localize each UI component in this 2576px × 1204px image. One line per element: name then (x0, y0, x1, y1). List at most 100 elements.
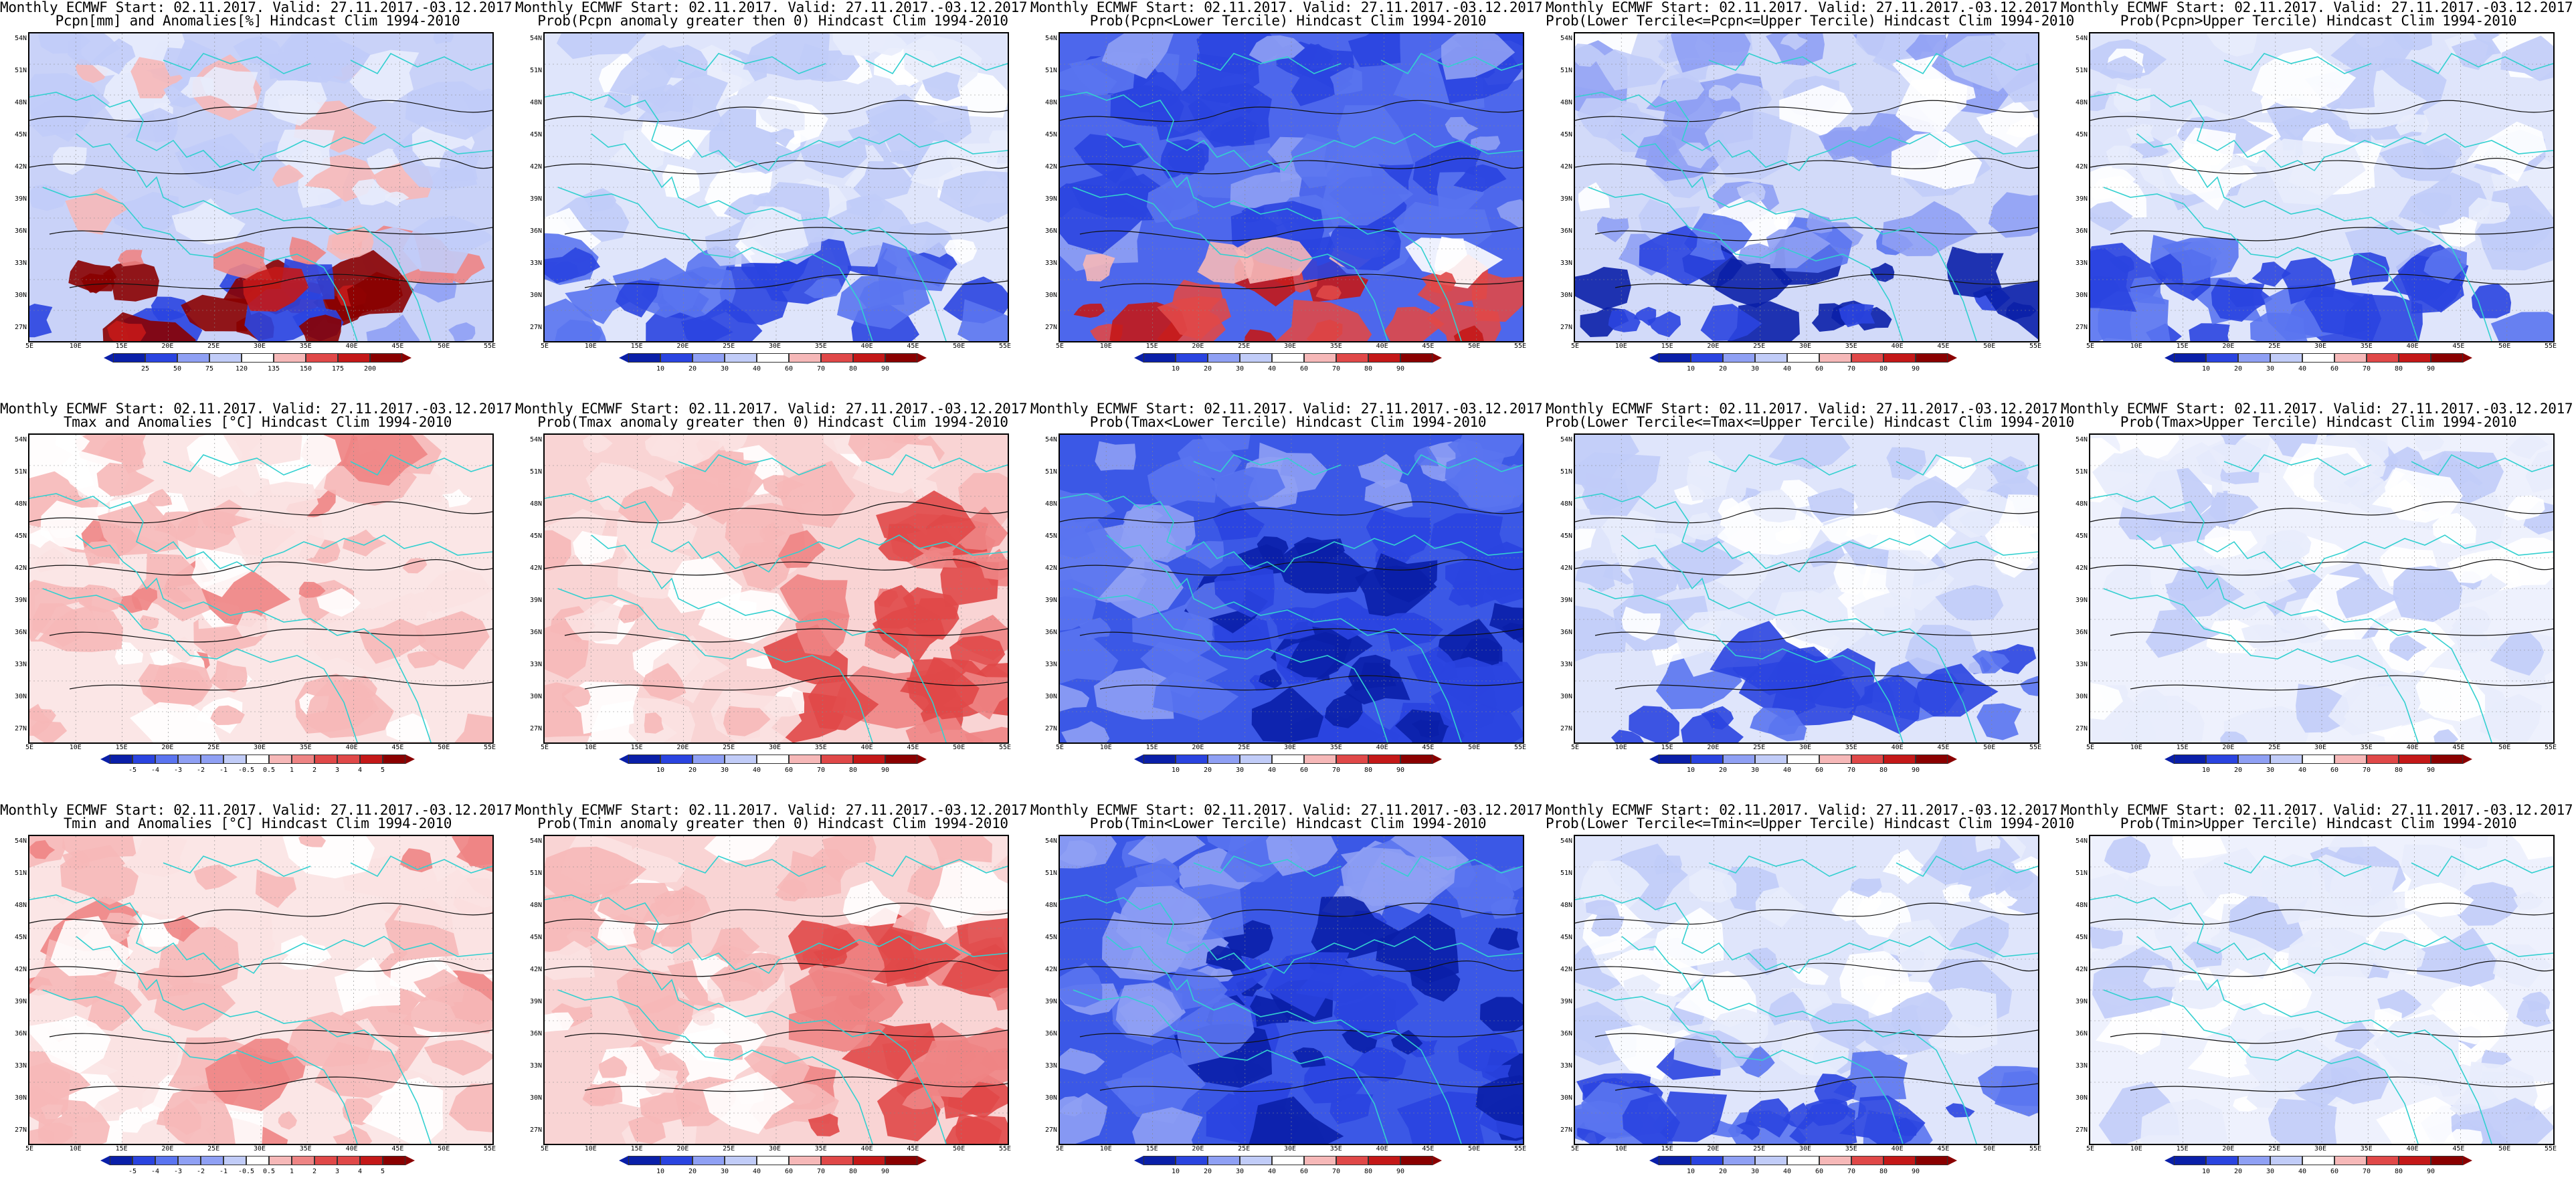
contour-lines (545, 501, 1008, 691)
shaded-region (333, 1126, 373, 1144)
panel-title-line2: Prob(Lower Tercile<=Pcpn<=Upper Tercile)… (1546, 13, 2074, 29)
colorbar-label: 70 (1847, 365, 1856, 373)
lon-tick-label: 10E (1099, 744, 1112, 751)
colorbar-min-arrow (1134, 1156, 1143, 1165)
shaded-region (1293, 536, 1345, 565)
contour-lines (1060, 902, 1523, 1092)
colorbar-label: 10 (1171, 767, 1180, 774)
shaded-region (832, 33, 887, 56)
lat-tick-label: 42N (1044, 565, 1057, 572)
colorbar-segment (1819, 353, 1851, 363)
shaded-region (768, 128, 795, 148)
shaded-region (1975, 836, 2001, 853)
colorbar-segment (1851, 1156, 1883, 1165)
lon-tick-label: 20E (676, 744, 689, 751)
lat-tick-label: 48N (1044, 902, 1057, 909)
shaded-region (2140, 1098, 2229, 1144)
lon-tick-label: 40E (2406, 1145, 2419, 1152)
lon-tick-label: 30E (2314, 1145, 2327, 1152)
colorbar-segment (2174, 353, 2206, 363)
shaded-region (974, 548, 1008, 581)
lon-tick-label: 5E (1055, 1145, 1065, 1152)
colorbar-label: 60 (1815, 767, 1824, 774)
lon-tick-label: 25E (723, 744, 735, 751)
shaded-region (905, 711, 984, 742)
shaded-region (2343, 294, 2423, 341)
shaded-region (400, 981, 492, 1033)
shaded-region (377, 894, 402, 914)
colorbar-segment (693, 1156, 725, 1165)
shaded-region (1658, 72, 1705, 102)
lat-tick-label: 54N (14, 436, 27, 443)
shaded-region (848, 435, 920, 462)
colorbar-min-arrow (2165, 755, 2174, 764)
colorbar-segment (1176, 755, 1208, 764)
shaded-region (1414, 445, 1439, 467)
lat-tick-label: 39N (1044, 195, 1057, 203)
colorbar-label: 90 (1396, 767, 1405, 774)
shaded-region (2379, 140, 2457, 181)
colorbar-segment (885, 755, 917, 764)
colorbar-segment (660, 353, 693, 363)
colorbar-segment (1755, 1156, 1787, 1165)
lat-tick-label: 39N (14, 597, 27, 604)
lon-tick-label: 20E (2222, 342, 2235, 350)
lat-tick-label: 48N (2075, 500, 2088, 508)
shaded-region (301, 146, 323, 163)
shaded-region (1249, 35, 1305, 64)
lat-tick-label: 39N (1560, 597, 1572, 604)
shaded-region (52, 146, 87, 175)
coastline-borders (1060, 855, 1523, 1144)
map-canvas (1060, 836, 1523, 1144)
shaded-region (788, 920, 859, 971)
shaded-region (2299, 535, 2349, 568)
lon-tick-label: 15E (2176, 744, 2189, 751)
lon-tick-label: 10E (1099, 342, 1112, 350)
colorbar-segment (1143, 353, 1176, 363)
lat-tick-label: 42N (2075, 966, 2088, 973)
lat-tick-label: 36N (1044, 227, 1057, 235)
colorbar-label: 30 (1235, 1168, 1245, 1175)
shaded-region (1885, 549, 1954, 611)
colorbar-label: 80 (1364, 767, 1373, 774)
shaded-region (96, 462, 155, 497)
shaded-region (1269, 607, 1316, 639)
lon-tick-label: 10E (1099, 1145, 1112, 1152)
colorbar-segment (1208, 1156, 1240, 1165)
shaded-region (1132, 1107, 1203, 1144)
colorbar-max-arrow (1433, 353, 1442, 363)
lat-tick-label: 54N (2075, 837, 2088, 845)
shaded-region (2208, 569, 2297, 621)
lon-tick-label: 35E (2360, 744, 2373, 751)
colorbar-label: 80 (1879, 1168, 1888, 1175)
colorbar-segment (853, 755, 885, 764)
shaded-region (1946, 246, 2004, 298)
colorbar-min-arrow (619, 755, 628, 764)
lon-tick-label: 25E (723, 342, 735, 350)
map-canvas (545, 836, 1008, 1144)
lon-tick-label: 30E (253, 744, 266, 751)
colorbar-label: 60 (1299, 1168, 1309, 1175)
shaded-region (2500, 35, 2553, 82)
lat-tick-label: 48N (14, 500, 27, 508)
colorbar-segment (1368, 755, 1400, 764)
shaded-region (298, 581, 326, 598)
colorbar-segment (2334, 755, 2367, 764)
colorbar-segment (757, 353, 789, 363)
shaded-region (316, 588, 361, 617)
colorbar-segment (370, 353, 402, 363)
shaded-region (405, 81, 492, 140)
lon-tick-label: 55E (1513, 342, 1527, 350)
lat-tick-label: 39N (2075, 597, 2088, 604)
shaded-region (955, 1113, 1002, 1144)
panel-title-line1: Monthly ECMWF Start: 02.11.2017. Valid: … (0, 401, 521, 417)
lat-tick-label: 51N (1560, 468, 1572, 476)
colorbar-label: -4 (151, 1168, 160, 1175)
lat-tick-label: 45N (14, 131, 27, 138)
lon-tick-label: 40E (1376, 342, 1388, 350)
shaded-region (713, 1042, 743, 1060)
shaded-region (114, 641, 144, 665)
shaded-region (1622, 1093, 1680, 1144)
colorbar-label: 40 (1782, 767, 1792, 774)
colorbar-label: 4 (357, 767, 363, 774)
